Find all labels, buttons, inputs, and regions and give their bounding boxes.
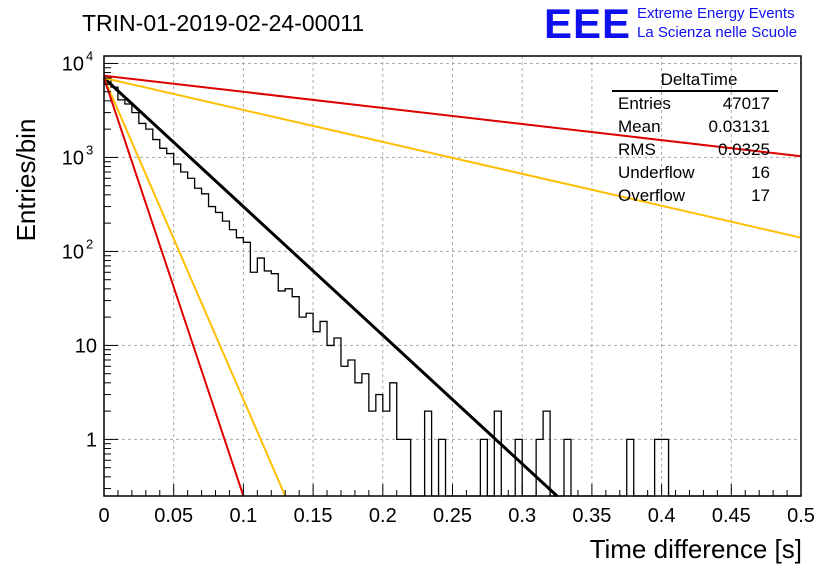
stats-label: RMS bbox=[618, 140, 656, 159]
stats-value: 0.03131 bbox=[708, 117, 770, 136]
x-axis-label: Time difference [s] bbox=[590, 534, 802, 564]
chart-title: TRIN-01-2019-02-24-00011 bbox=[82, 10, 365, 36]
stats-row-underflow: Underflow 16 bbox=[612, 161, 778, 184]
stats-value: 16 bbox=[751, 163, 770, 182]
x-tick-label: 0.5 bbox=[787, 505, 815, 527]
x-tick-label: 0.2 bbox=[369, 505, 397, 527]
stats-title: DeltaTime bbox=[612, 70, 778, 92]
y-axis-label: Entries/bin bbox=[11, 119, 41, 242]
x-tick-label: 0.45 bbox=[712, 505, 751, 527]
logo-line-2: La Scienza nelle Scuole bbox=[637, 24, 798, 41]
y-tick-label: 10 bbox=[62, 241, 84, 263]
x-tick-label: 0 bbox=[98, 505, 109, 527]
fit-line bbox=[102, 76, 559, 498]
x-tick-label: 0.25 bbox=[433, 505, 472, 527]
y-tick-label: 10 bbox=[62, 53, 84, 75]
stats-label: Underflow bbox=[618, 163, 695, 182]
y-tick-label: 10 bbox=[75, 335, 97, 357]
x-tick-label: 0.1 bbox=[229, 505, 257, 527]
y-tick-label: 10 bbox=[62, 147, 84, 169]
y-tick-exponent: 2 bbox=[86, 236, 93, 251]
fit-line bbox=[103, 77, 287, 497]
x-tick-label: 0.15 bbox=[294, 505, 333, 527]
eee-logo: EEE bbox=[544, 0, 632, 47]
stats-value: 0.0325 bbox=[718, 140, 770, 159]
stats-row-entries: Entries 47017 bbox=[612, 92, 778, 115]
x-axis-ticks: 0 0.05 0.1 0.15 0.2 0.25 0.3 0.35 0.4 0.45 0.5 bbox=[98, 484, 815, 527]
x-tick-label: 0.35 bbox=[572, 505, 611, 527]
stats-value: 17 bbox=[751, 186, 770, 205]
stats-label: Mean bbox=[618, 117, 661, 136]
histogram-step bbox=[104, 77, 801, 497]
x-tick-label: 0.3 bbox=[508, 505, 536, 527]
fit-lines bbox=[102, 74, 802, 498]
fit-line bbox=[103, 77, 245, 497]
x-tick-label: 0.4 bbox=[648, 505, 676, 527]
stats-row-mean: Mean 0.03131 bbox=[612, 115, 778, 138]
stats-label: Entries bbox=[618, 94, 671, 113]
histogram-bars bbox=[104, 77, 801, 497]
stats-value: 47017 bbox=[722, 94, 770, 113]
logo-line-1: Extreme Energy Events bbox=[637, 5, 795, 22]
y-tick-exponent: 4 bbox=[86, 48, 93, 63]
stats-row-rms: RMS 0.0325 bbox=[612, 138, 778, 161]
fit-line bbox=[103, 74, 802, 158]
stats-row-overflow: Overflow 17 bbox=[612, 184, 778, 207]
x-tick-label: 0.05 bbox=[154, 505, 193, 527]
fit-line bbox=[103, 77, 802, 239]
stats-label: Overflow bbox=[618, 186, 686, 205]
y-tick-label: 1 bbox=[86, 429, 97, 451]
stats-box: DeltaTime Entries 47017 Mean 0.03131 RMS… bbox=[612, 70, 778, 207]
y-tick-exponent: 3 bbox=[86, 142, 93, 157]
